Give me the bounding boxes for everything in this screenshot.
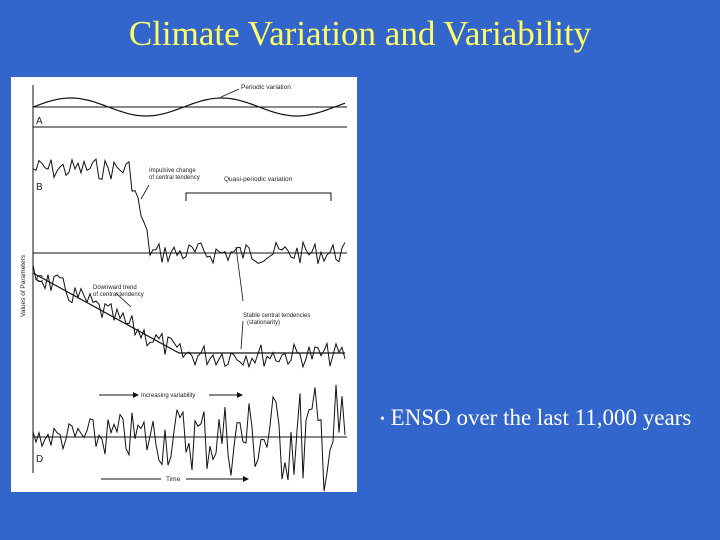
bullet-mark: • <box>380 412 385 428</box>
panel-b-label: B <box>36 182 43 193</box>
periodic-arrow <box>220 88 240 98</box>
slide-title: Climate Variation and Variability <box>128 14 592 53</box>
impulsive-change-label: Impulsive change of central tendency <box>149 168 200 181</box>
panel-d-label: D <box>36 454 43 465</box>
increasing-variability-curve <box>32 384 346 492</box>
periodic-variation-curve <box>32 97 346 117</box>
time-arrowhead <box>243 476 249 482</box>
panel-c-label: C <box>36 274 43 285</box>
downward-trend-line <box>32 272 345 354</box>
panel-a-label: A <box>36 116 43 127</box>
time-axis-label: Time <box>166 476 181 483</box>
downward-trend-label: Downward trend of central tendency <box>93 285 144 298</box>
increasing-variability-label: Increasing variability <box>141 393 195 399</box>
impulsive-change-curve <box>32 157 346 265</box>
downward-trend-arrow <box>115 292 132 308</box>
quasi-periodic-bracket <box>185 192 332 201</box>
variability-arrowhead-left <box>133 392 139 398</box>
climate-variability-figure: A B C D Periodic variation Impulsive cha… <box>11 77 357 492</box>
downward-trend-curve <box>32 264 346 369</box>
bullet-text: ENSO over the last 11,000 years <box>390 405 692 430</box>
variability-arrowhead-right <box>237 392 243 398</box>
quasi-periodic-label: Quasi-periodic variation <box>224 176 293 183</box>
y-axis-label: Values of Parameters <box>20 254 27 317</box>
stationarity-label: Stable central tendencies (stationarity) <box>243 313 310 326</box>
impulsive-change-arrow <box>140 184 150 200</box>
stationarity-arrow-lower <box>240 320 244 350</box>
figure-drawing: A B C D Periodic variation Impulsive cha… <box>20 84 347 492</box>
stationarity-arrow-upper <box>235 246 244 302</box>
bullet-item: • ENSO over the last 11,000 years <box>380 403 710 434</box>
periodic-variation-label: Periodic variation <box>241 84 291 91</box>
